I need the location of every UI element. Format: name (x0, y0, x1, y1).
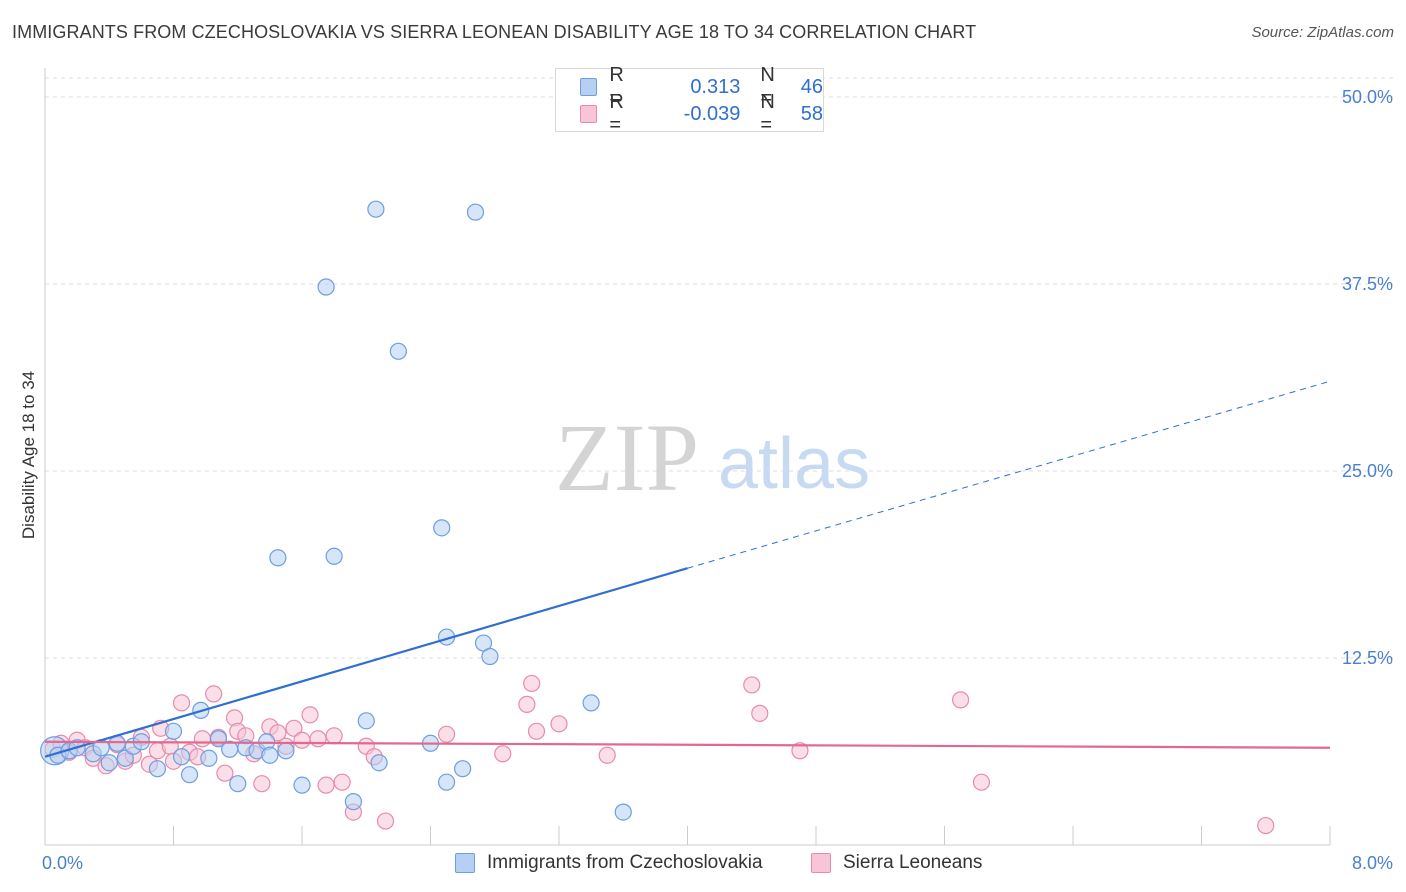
y-tick-label: 12.5% (1342, 648, 1393, 668)
series-legend: Immigrants from Czechoslovakia Sierra Le… (0, 852, 1406, 878)
czechoslovakia-point (317, 278, 335, 296)
czechoslovakia-point (582, 694, 600, 712)
czechoslovakia-point (437, 773, 456, 791)
sierra-leonean-point (494, 745, 512, 763)
sierra-leonean-point (527, 722, 546, 740)
czechoslovakia-point (229, 775, 247, 793)
legend-r-value: 0.313 (690, 75, 741, 98)
czechoslovakia-point (180, 766, 199, 784)
x-tick-label: 0.0% (42, 853, 83, 873)
legend-n-label: N = (760, 64, 775, 109)
sierra-leonean-point (172, 694, 191, 712)
sierra-leonean-point (325, 727, 343, 745)
source-label: Source: ZipAtlas.com (1251, 24, 1394, 41)
sierra-leonean-point (550, 715, 568, 733)
sierra-leonean-point (1257, 816, 1275, 835)
czechoslovakia-point (148, 760, 167, 778)
sierra-leonean-point (376, 812, 395, 830)
series-label-czechoslovakia: Immigrants from Czechoslovakia (487, 852, 763, 873)
gridlines (45, 77, 1395, 659)
sierra-leonean-point (751, 704, 769, 722)
legend-swatch-blue (580, 78, 598, 96)
correlation-legend: R = 0.313 N = 46 R = -0.039 N = 58 (555, 64, 824, 136)
sierra-leonean-point (205, 685, 223, 703)
legend-n-value: 46 (800, 75, 823, 98)
czechoslovakia-point (389, 342, 407, 360)
sierra-leonean-point (301, 706, 319, 724)
y-tick-label: 50.0% (1342, 87, 1393, 107)
legend-n-label: N = (760, 91, 775, 136)
y-axis-label: Disability Age 18 to 34 (19, 371, 38, 539)
czechoslovakia-point (277, 742, 295, 760)
czechoslovakia-point (200, 749, 218, 767)
watermark: ZIP atlas (555, 404, 870, 511)
series-label-sierra-leoneans: Sierra Leoneans (843, 852, 983, 873)
sierra-leonean-point (216, 764, 234, 782)
czechoslovakia-point (172, 748, 191, 766)
sierra-leonean-point (193, 730, 212, 748)
czechoslovakia-point (367, 200, 385, 218)
czechoslovakia-point (116, 749, 134, 767)
sierra-leonean-point (333, 773, 351, 791)
czechoslovakia-point (344, 793, 362, 811)
series-legend-czechoslovakia[interactable]: Immigrants from Czechoslovakia (455, 852, 763, 874)
czechoslovakia-point (293, 776, 311, 794)
czechoslovakia-point (614, 803, 632, 821)
legend-r-value: -0.039 (683, 102, 741, 125)
sierra-leonean-point (253, 775, 271, 793)
legend-n-value: 58 (800, 102, 823, 125)
series-swatch-blue (455, 853, 475, 873)
czechoslovakia-point (454, 760, 472, 778)
series-swatch-pink (811, 853, 831, 873)
watermark-atlas: atlas (718, 424, 870, 504)
y-tick-label: 37.5% (1342, 274, 1393, 294)
series-legend-sierra-leoneans[interactable]: Sierra Leoneans (811, 852, 982, 874)
sierra-leonean-point (518, 695, 536, 713)
czechoslovakia-point (261, 746, 279, 764)
tick-labels: 12.5% 25.0% 37.5% 50.0% 0.0% 8.0% (42, 87, 1393, 873)
sierra-leonean-point (317, 776, 335, 794)
sierra-leonean-point (972, 773, 991, 791)
sierra-leonean-point (743, 676, 761, 694)
sierra-leonean-point (293, 731, 311, 749)
sierra-leonean-point (437, 725, 456, 743)
czechoslovakia-point (433, 519, 451, 537)
czechoslovakia-point (370, 754, 388, 772)
trend-lines (44, 380, 1331, 758)
legend-swatch-pink (580, 105, 598, 123)
sierra-leonean-point (309, 730, 327, 748)
czechoslovakia-point (357, 712, 375, 730)
sierra-leonean-point (951, 691, 970, 709)
legend-row-sierra-leoneans: R = -0.039 N = 58 (580, 91, 823, 136)
legend-r-label: R = (609, 91, 624, 136)
czechoslovakia-point (466, 203, 485, 221)
czechoslovakia-trend-line (44, 567, 688, 758)
sierra-leonean-point (523, 674, 541, 693)
x-tick-label: 8.0% (1352, 853, 1393, 873)
sierra-leonean-point (285, 719, 303, 737)
czechoslovakia-trend-extension (687, 380, 1331, 569)
czechoslovakia-points (40, 200, 632, 821)
legend-row-czechoslovakia: R = 0.313 N = 46 (580, 64, 823, 109)
sierra-leonean-point (269, 724, 287, 742)
czechoslovakia-point (481, 647, 499, 666)
axes (44, 68, 1331, 846)
legend-r-label: R = (609, 64, 624, 109)
czechoslovakia-point (269, 549, 287, 567)
y-tick-label: 25.0% (1342, 461, 1393, 481)
watermark-zip: ZIP (555, 404, 699, 511)
sierra-leonean-point (791, 742, 809, 760)
sierra-leoneans-trend-line (44, 740, 1331, 749)
czechoslovakia-point (100, 754, 118, 772)
chart-title: IMMIGRANTS FROM CZECHOSLOVAKIA VS SIERRA… (12, 22, 977, 42)
czechoslovakia-point (325, 547, 343, 565)
czechoslovakia-point (164, 722, 183, 740)
sierra-leonean-point (598, 746, 616, 764)
